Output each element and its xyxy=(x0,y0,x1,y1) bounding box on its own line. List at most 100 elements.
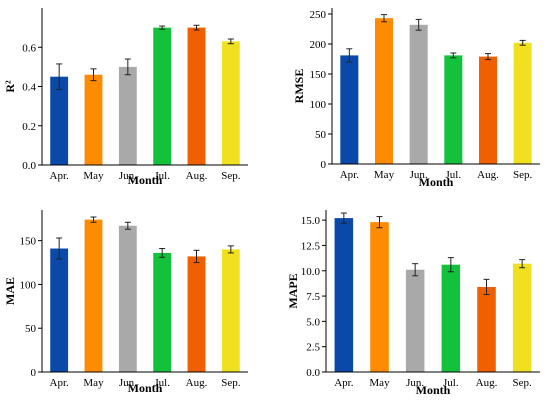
xtick-label-mape-2: Jun. xyxy=(406,377,424,389)
chart-mae: 0 50 100 150 Apr. May Jun. Jul. Aug. Sep. Month MAE xyxy=(3,210,248,395)
y-axis-label-rmse: RMSE xyxy=(292,69,306,104)
xtick-label-rmse-0: Apr. xyxy=(340,169,360,181)
ytick-label-mae-1: 50 xyxy=(25,323,37,335)
xtick-label-rmse-3: Jul. xyxy=(446,169,462,181)
x-axis-label-r2: Month xyxy=(128,173,163,187)
errorbar-mae-5 xyxy=(227,245,234,254)
errorbar-r2-5 xyxy=(227,38,234,45)
bar-mape-3 xyxy=(441,264,461,372)
y-axis-label-mape: MAPE xyxy=(286,273,300,308)
ytick-label-rmse-1: 50 xyxy=(315,129,327,141)
bar-mae-2 xyxy=(118,225,137,372)
ytick-label-r2-0: 0.0 xyxy=(22,160,36,172)
bar-mae-3 xyxy=(153,252,172,372)
ytick-label-r2-1: 0.2 xyxy=(22,121,36,133)
errorbar-mape-0 xyxy=(340,212,347,224)
ytick-label-mae-2: 100 xyxy=(20,279,37,291)
bar-r2-2 xyxy=(118,66,137,166)
ytick-label-rmse-2: 100 xyxy=(310,99,327,111)
ytick-label-mae-3: 150 xyxy=(20,236,37,248)
bar-rmse-4 xyxy=(478,56,498,164)
ytick-label-mae-0: 0 xyxy=(31,367,37,379)
xtick-label-mae-2: Jun. xyxy=(119,377,137,389)
ytick-label-rmse-5: 250 xyxy=(310,9,327,21)
errorbar-r2-0 xyxy=(56,63,63,90)
errorbar-rmse-5 xyxy=(519,39,526,46)
xtick-label-mape-1: May xyxy=(369,377,390,389)
errorbar-mae-4 xyxy=(193,249,200,264)
bar-mape-1 xyxy=(370,222,389,372)
x-axis-label-mae: Month xyxy=(128,381,163,395)
xtick-label-r2-2: Jun. xyxy=(119,170,137,182)
bar-r2-1 xyxy=(84,74,103,165)
errorbar-mae-1 xyxy=(90,216,97,223)
bar-mae-4 xyxy=(187,256,206,372)
errorbar-rmse-2 xyxy=(415,18,422,31)
chart-r2: 0.0 0.2 0.4 0.6 Apr. May Jun. Jul. Aug. Sep. Month… xyxy=(3,8,248,187)
ytick-label-mape-6: 15.0 xyxy=(301,215,321,227)
ytick-label-mape-0: 0.0 xyxy=(306,367,320,379)
xtick-label-r2-5: Sep. xyxy=(221,170,241,182)
xtick-label-mape-0: Apr. xyxy=(334,377,354,389)
xtick-label-mae-4: Aug. xyxy=(186,377,208,389)
y-axis-label-r2: R² xyxy=(3,80,17,93)
bar-mape-5 xyxy=(512,263,532,372)
errorbar-mape-5 xyxy=(519,259,526,269)
errorbar-rmse-3 xyxy=(450,52,457,59)
bar-mae-5 xyxy=(221,249,240,372)
ytick-label-rmse-3: 150 xyxy=(310,69,327,81)
bar-r2-0 xyxy=(50,76,69,165)
ytick-label-mape-1: 2.5 xyxy=(306,342,320,354)
chart-mape: 0.0 2.5 5.0 7.5 10.0 12.5 15.0 Apr. May Jun. Jul. A… xyxy=(286,210,540,397)
errorbar-mape-3 xyxy=(447,257,454,273)
ytick-label-rmse-4: 200 xyxy=(310,39,327,51)
xtick-label-mae-0: Apr. xyxy=(50,377,70,389)
bar-r2-4 xyxy=(187,27,206,165)
bar-mape-4 xyxy=(477,286,496,372)
xtick-label-r2-1: May xyxy=(83,170,104,182)
errorbar-mae-2 xyxy=(124,221,131,230)
errorbar-r2-1 xyxy=(90,68,97,82)
errorbar-r2-3 xyxy=(159,25,166,30)
bar-mape-0 xyxy=(334,218,354,372)
xtick-label-r2-0: Apr. xyxy=(50,170,70,182)
chart-rmse: 0 50 100 150 200 250 Apr. May Jun. Jul. Aug. Sep. Mo… xyxy=(292,8,540,189)
ytick-label-mape-2: 5.0 xyxy=(306,316,320,328)
ytick-label-mape-5: 12.5 xyxy=(301,240,321,252)
xtick-label-mape-4: Aug. xyxy=(476,377,498,389)
errorbar-r2-4 xyxy=(193,24,200,31)
ytick-label-r2-2: 0.4 xyxy=(22,82,36,94)
ytick-label-rmse-0: 0 xyxy=(321,159,327,171)
xtick-label-rmse-5: Sep. xyxy=(513,169,533,181)
xtick-label-mae-3: Jul. xyxy=(154,377,170,389)
xtick-label-r2-3: Jul. xyxy=(154,170,170,182)
ytick-label-mape-3: 7.5 xyxy=(306,291,320,303)
xtick-label-mae-5: Sep. xyxy=(221,377,241,389)
xtick-label-rmse-1: May xyxy=(374,169,395,181)
x-axis-label-rmse: Month xyxy=(419,175,454,189)
bar-r2-5 xyxy=(221,41,240,165)
bar-rmse-3 xyxy=(444,55,463,164)
errorbar-mape-2 xyxy=(412,263,419,277)
xtick-label-mape-3: Jul. xyxy=(443,377,459,389)
bar-rmse-2 xyxy=(409,24,428,164)
ytick-label-r2-3: 0.6 xyxy=(22,42,36,54)
bar-mae-0 xyxy=(50,248,69,372)
xtick-label-mae-1: May xyxy=(83,377,104,389)
errorbar-rmse-0 xyxy=(346,48,353,63)
errorbar-mape-4 xyxy=(483,278,490,296)
errorbar-mae-3 xyxy=(159,248,166,258)
ytick-label-mape-4: 10.0 xyxy=(301,266,321,278)
bar-rmse-0 xyxy=(340,55,359,164)
errorbar-rmse-1 xyxy=(381,14,387,23)
bar-rmse-5 xyxy=(513,42,532,164)
xtick-label-rmse-4: Aug. xyxy=(477,169,499,181)
xtick-label-rmse-2: Jun. xyxy=(410,169,428,181)
errorbar-r2-2 xyxy=(124,58,131,76)
errorbar-rmse-4 xyxy=(485,53,491,61)
xtick-label-r2-4: Aug. xyxy=(186,170,208,182)
xtick-label-mape-5: Sep. xyxy=(513,377,533,389)
bar-mae-1 xyxy=(84,219,103,372)
